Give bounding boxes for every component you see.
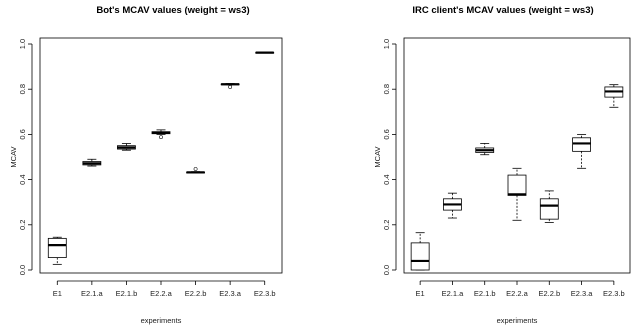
chart-title: IRC client's MCAV values (weight = ws3) xyxy=(412,5,593,16)
chart-panel-1: Bot's MCAV values (weight = ws3) 0.0 0.2 0.… xyxy=(9,5,283,325)
x-tick-label: E2.3.a xyxy=(219,289,242,298)
x-tick-label: E2.2.a xyxy=(150,289,173,298)
x-tick-label: E2.3.b xyxy=(603,289,625,298)
box-E2.3.a xyxy=(220,83,240,89)
outlier-point xyxy=(193,167,198,171)
x-tick-label: E2.1.a xyxy=(81,289,104,298)
y-tick-label: 0.6 xyxy=(18,129,27,139)
outlier-point xyxy=(228,85,233,89)
iqr-box xyxy=(539,198,559,220)
box-E2.3.b xyxy=(255,51,275,54)
y-tick-label: 0.8 xyxy=(382,84,391,94)
iqr-box xyxy=(47,237,67,258)
box-E2.2.b xyxy=(539,190,559,223)
chart-title: Bot's MCAV values (weight = ws3) xyxy=(96,5,249,16)
x-tick-label: E2.2.b xyxy=(185,289,207,298)
x-axis-label: experiments xyxy=(497,316,538,325)
y-tick-label: 0.0 xyxy=(18,265,27,275)
box-E2.1.a xyxy=(443,192,462,219)
x-tick-label: E2.1.a xyxy=(442,289,465,298)
plot-frame xyxy=(403,37,631,274)
y-axis-label: MCAV xyxy=(9,146,18,167)
y-tick-label: 0.0 xyxy=(382,265,391,275)
box-E2.1.b xyxy=(117,143,136,151)
plot-frame xyxy=(39,37,283,274)
y-axis-label: MCAV xyxy=(373,146,382,167)
x-tick-label: E2.2.a xyxy=(506,289,529,298)
x-tick-label: E2.3.b xyxy=(254,289,276,298)
y-tick-label: 1.0 xyxy=(382,39,391,49)
box-E1 xyxy=(47,236,67,265)
iqr-box xyxy=(572,137,591,152)
box-E2.1.b xyxy=(475,143,495,156)
y-tick-label: 0.8 xyxy=(18,84,27,94)
box-E2.3.a xyxy=(572,133,591,169)
x-tick-label: E2.1.b xyxy=(116,289,138,298)
x-tick-label: E2.3.a xyxy=(571,289,594,298)
box-E2.2.a xyxy=(151,129,171,140)
box-E2.3.b xyxy=(604,84,624,108)
iqr-box xyxy=(410,242,430,271)
x-tick-label: E2.1.b xyxy=(474,289,496,298)
box-E2.1.a xyxy=(82,158,102,167)
iqr-box xyxy=(507,174,527,196)
x-axis-label: experiments xyxy=(141,316,182,325)
box-E1 xyxy=(410,232,430,271)
x-tick-label: E2.2.b xyxy=(538,289,560,298)
y-tick-label: 0.2 xyxy=(382,220,391,230)
y-tick-label: 0.6 xyxy=(382,129,391,139)
x-tick-label: E1 xyxy=(53,289,62,298)
y-tick-label: 1.0 xyxy=(18,39,27,49)
x-tick-label: E1 xyxy=(416,289,425,298)
chart-panel-2: IRC client's MCAV values (weight = ws3) 0… xyxy=(373,5,631,325)
box-E2.2.a xyxy=(507,167,527,221)
box-E2.2.b xyxy=(186,167,205,174)
outlier-point xyxy=(159,135,163,140)
y-tick-label: 0.2 xyxy=(18,220,27,230)
y-tick-label: 0.4 xyxy=(382,174,391,184)
y-tick-label: 0.4 xyxy=(18,174,27,184)
